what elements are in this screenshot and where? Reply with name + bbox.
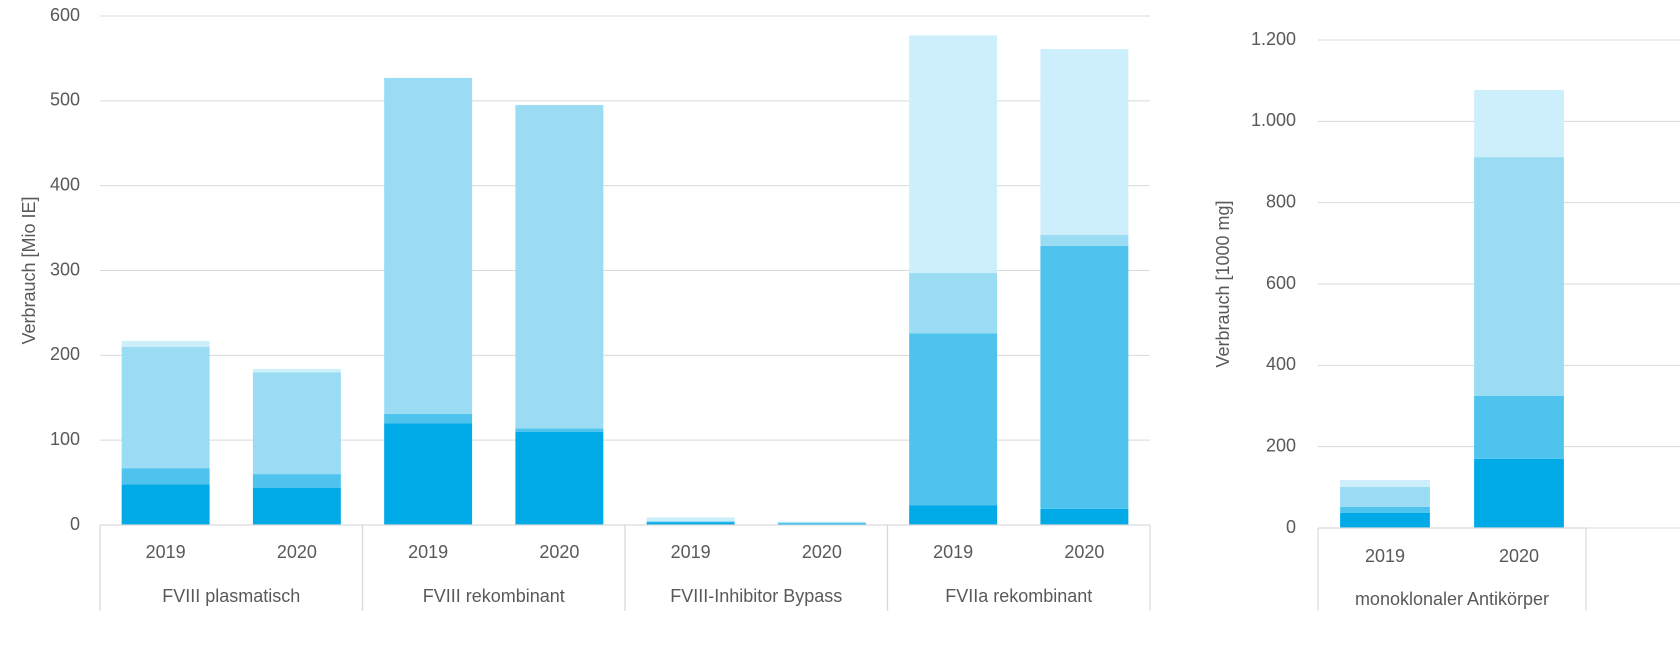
- y-tick-label: 200: [1266, 435, 1296, 455]
- bar-segment: [646, 520, 735, 522]
- bar-segment: [777, 521, 866, 523]
- bar-segment: [121, 340, 210, 347]
- bar-segment: [1474, 90, 1564, 158]
- y-tick-label: 0: [70, 514, 80, 534]
- y-tick-label: 600: [1266, 273, 1296, 293]
- y-tick-label: 100: [50, 429, 80, 449]
- x-tick-label: 2020: [277, 542, 317, 562]
- y-axis-label: Verbrauch [Mio IE]: [19, 196, 39, 344]
- x-tick-label: 2020: [539, 542, 579, 562]
- x-tick-label: 2019: [671, 542, 711, 562]
- x-tick-label: 2020: [1499, 546, 1539, 566]
- bar-segment: [384, 413, 473, 424]
- bar-segment: [1040, 508, 1129, 525]
- y-tick-label: 200: [50, 344, 80, 364]
- bar-segment: [121, 346, 210, 469]
- bar-segment: [1340, 512, 1430, 528]
- bar-segment: [646, 521, 735, 523]
- x-tick-label: 2020: [1064, 542, 1104, 562]
- bar-segment: [1040, 234, 1129, 246]
- bar-segment: [909, 35, 998, 274]
- x-tick-label: 2019: [1365, 546, 1405, 566]
- y-tick-label: 1.200: [1251, 29, 1296, 49]
- bar-segment: [252, 474, 341, 488]
- y-tick-label: 500: [50, 90, 80, 110]
- bar-segment: [777, 523, 866, 525]
- x-tick-label: 2019: [146, 542, 186, 562]
- x-tick-label: 2020: [802, 542, 842, 562]
- bar-segment: [909, 333, 998, 506]
- bar-segment: [1040, 245, 1129, 509]
- bar-segment: [121, 484, 210, 525]
- bar-segment: [1040, 49, 1129, 235]
- bar-segment: [252, 368, 341, 373]
- y-tick-label: 1.000: [1251, 110, 1296, 130]
- bar-segment: [1474, 458, 1564, 528]
- y-tick-label: 300: [50, 259, 80, 279]
- group-label: FVIII rekombinant: [423, 586, 565, 606]
- bar-segment: [252, 372, 341, 475]
- bar-segment: [121, 468, 210, 485]
- bar-segment: [252, 487, 341, 525]
- y-axis-label: Verbrauch [1000 mg]: [1213, 200, 1233, 367]
- bar-segment: [909, 273, 998, 334]
- group-label: FVIII plasmatisch: [162, 586, 300, 606]
- bar-segment: [646, 517, 735, 521]
- bar-segment: [909, 505, 998, 525]
- bar-segment: [384, 77, 473, 414]
- group-label: FVIII-Inhibitor Bypass: [670, 586, 842, 606]
- y-tick-label: 0: [1286, 517, 1296, 537]
- bar-segment: [515, 428, 604, 432]
- bar-segment: [777, 522, 866, 524]
- bar-segment: [515, 105, 604, 429]
- bar-segment: [384, 423, 473, 525]
- group-label: FVIIa rekombinant: [945, 586, 1092, 606]
- bar-segment: [1340, 506, 1430, 513]
- x-tick-label: 2019: [408, 542, 448, 562]
- bar-segment: [1474, 157, 1564, 396]
- y-tick-label: 400: [1266, 354, 1296, 374]
- x-tick-label: 2019: [933, 542, 973, 562]
- group-label: monoklonaler Antikörper: [1355, 589, 1549, 609]
- y-tick-label: 800: [1266, 191, 1296, 211]
- bar-segment: [1474, 395, 1564, 459]
- bar-segment: [1340, 480, 1430, 487]
- bar-segment: [646, 522, 735, 525]
- bar-segment: [515, 431, 604, 525]
- bar-segment: [1340, 486, 1430, 507]
- y-tick-label: 400: [50, 174, 80, 194]
- y-tick-label: 600: [50, 5, 80, 25]
